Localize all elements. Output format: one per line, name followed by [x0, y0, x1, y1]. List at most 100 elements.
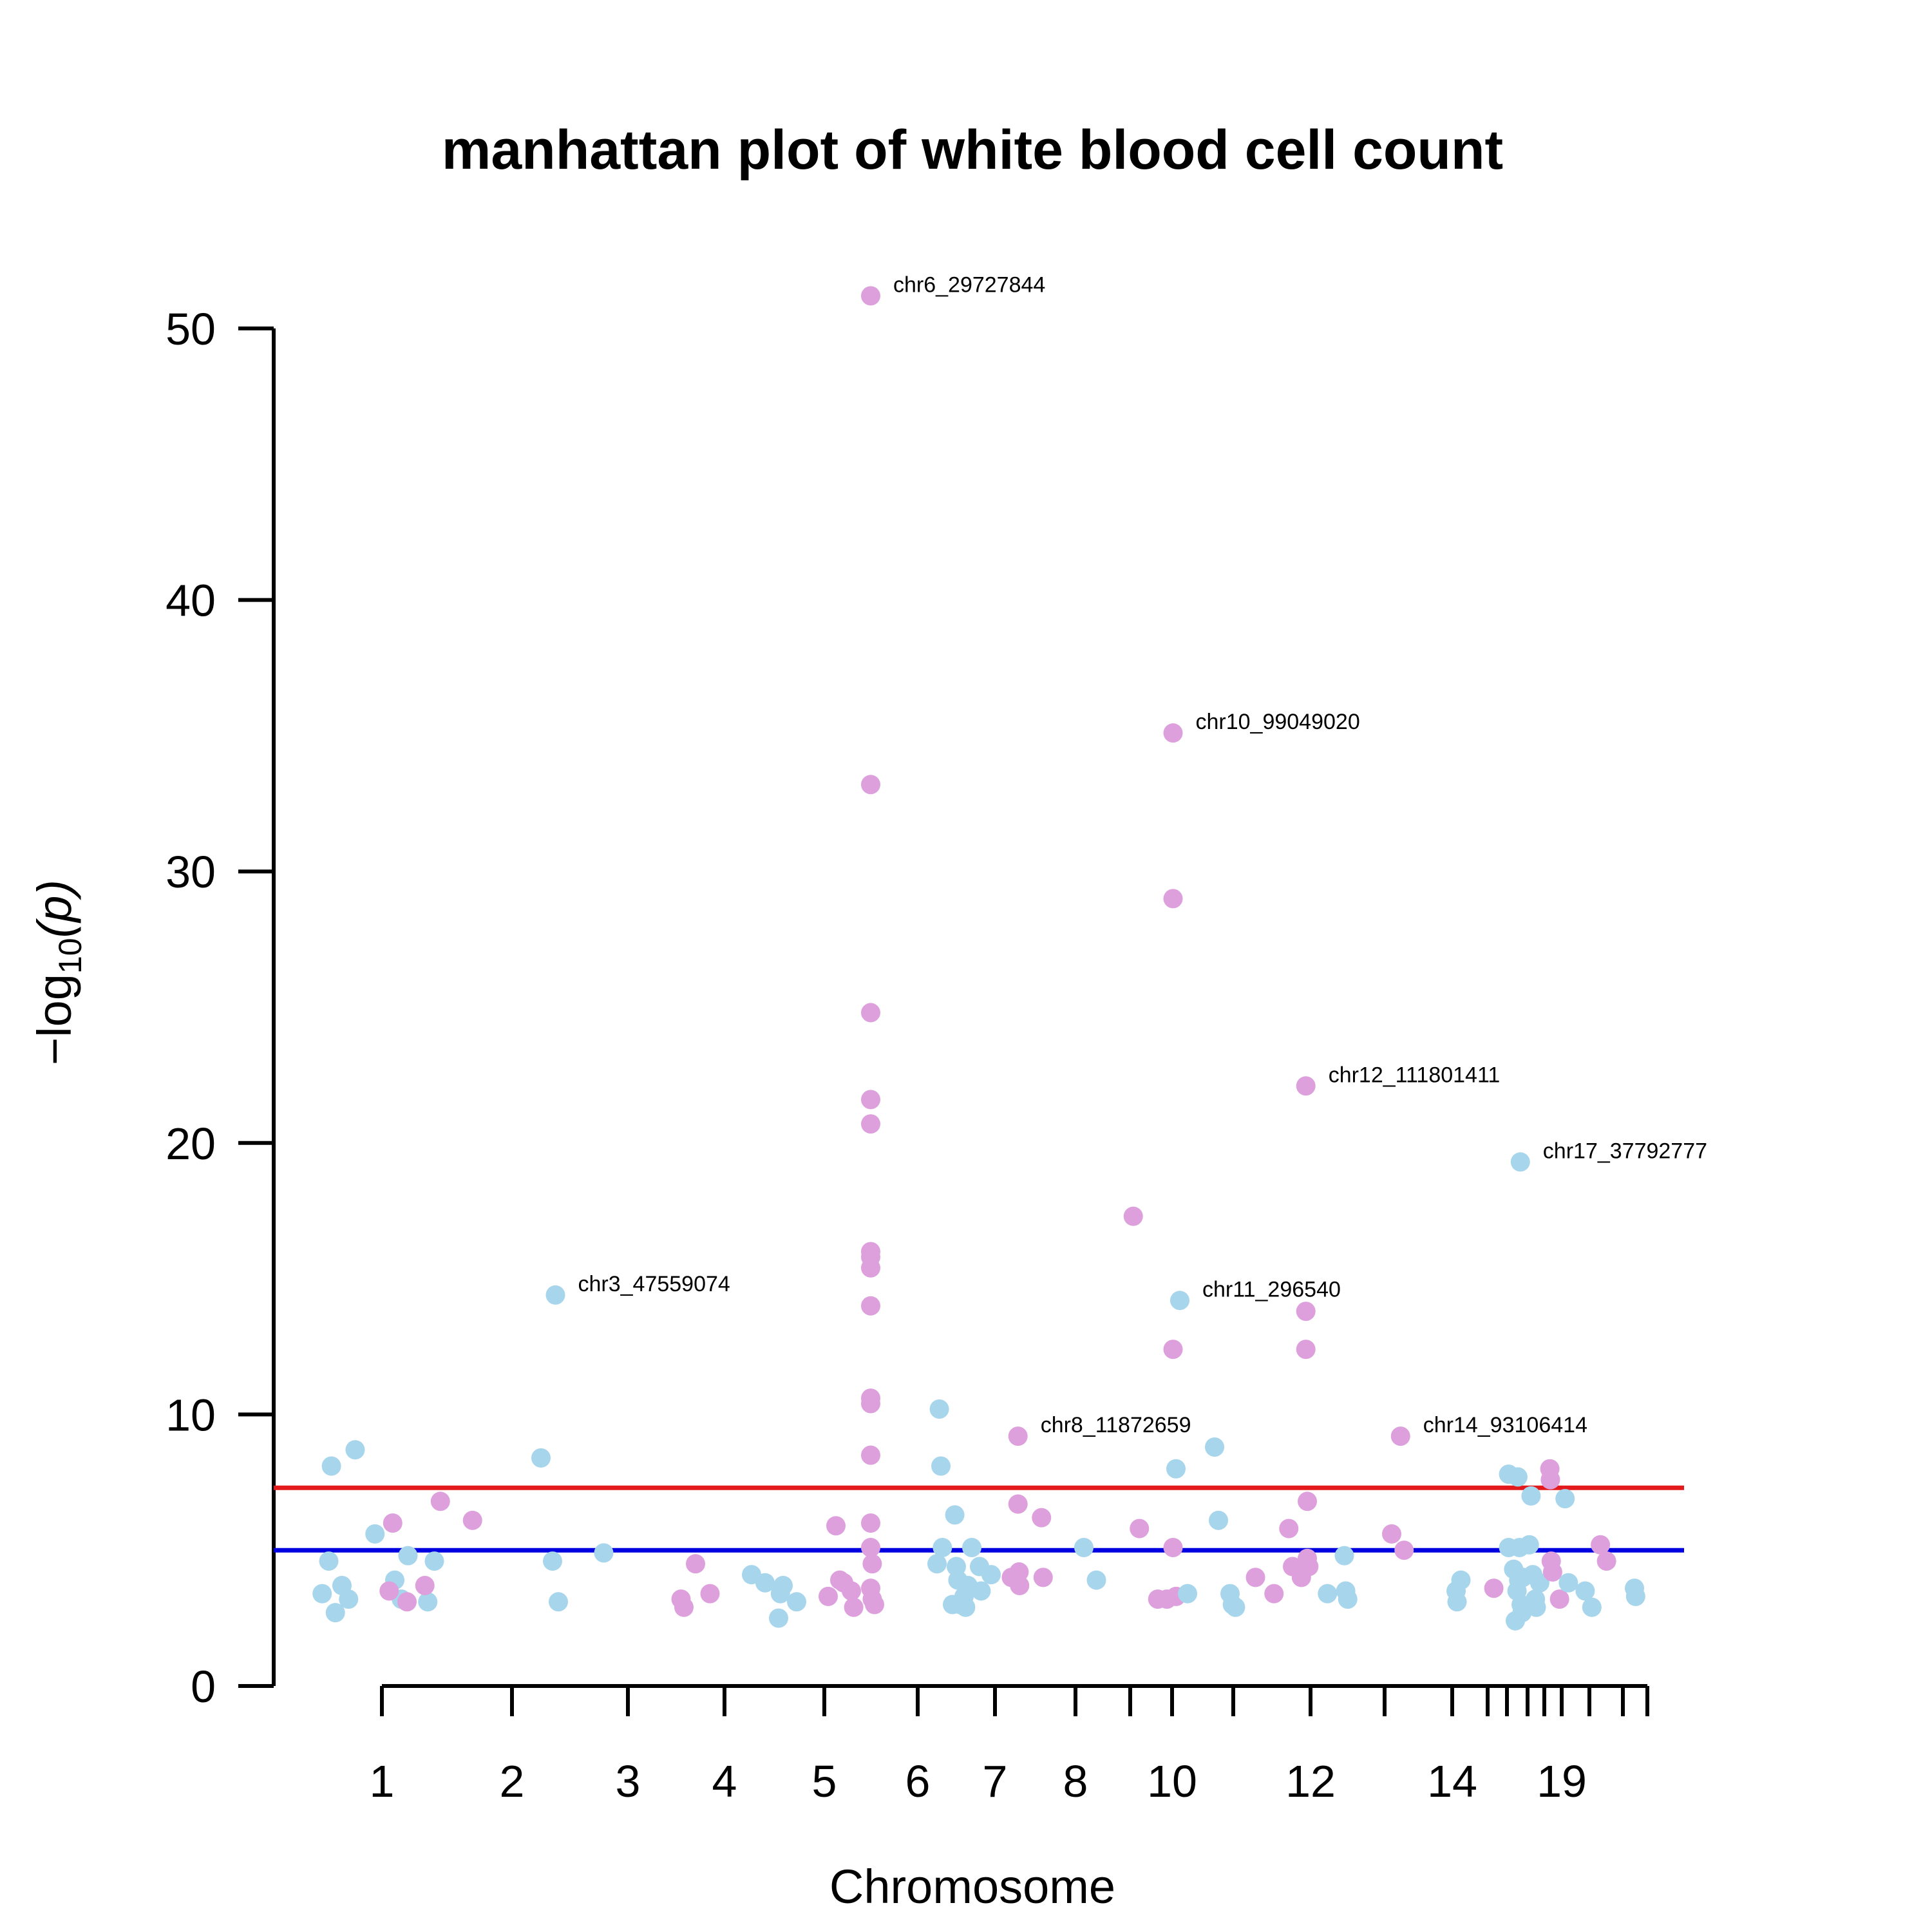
snp-point	[1226, 1597, 1245, 1617]
snp-annotation-label: chr8_11872659	[1041, 1413, 1191, 1437]
chart-title: manhattan plot of white blood cell count	[442, 119, 1503, 181]
snp-point	[1526, 1597, 1546, 1617]
snp-point	[844, 1597, 864, 1617]
snp-point	[1510, 1152, 1530, 1172]
snp-point	[861, 1394, 880, 1414]
snp-point	[819, 1586, 838, 1606]
snp-point	[383, 1513, 402, 1533]
snp-point	[700, 1584, 720, 1604]
snp-point	[415, 1576, 435, 1596]
snp-point	[325, 1603, 345, 1623]
snp-point	[1558, 1573, 1578, 1593]
snp-point	[397, 1592, 417, 1612]
snp-point	[531, 1448, 551, 1468]
snp-point	[1318, 1584, 1338, 1604]
snp-point	[861, 1537, 880, 1557]
snp-point	[1074, 1537, 1094, 1557]
snp-point	[1298, 1492, 1317, 1511]
x-tick-label: 8	[1063, 1756, 1088, 1806]
snp-point	[1205, 1437, 1224, 1457]
y-axis-label-var: (p)	[28, 880, 81, 938]
snp-point	[787, 1592, 806, 1612]
snp-point	[1530, 1573, 1549, 1593]
x-tick-label: 3	[616, 1756, 641, 1806]
x-tick-label: 6	[905, 1756, 931, 1806]
snp-point	[1086, 1570, 1106, 1590]
snp-annotation-label: chr17_37792777	[1543, 1139, 1707, 1163]
snp-point	[594, 1543, 614, 1563]
snp-point	[1209, 1510, 1228, 1530]
snp-point	[1178, 1584, 1197, 1604]
snp-point	[861, 775, 880, 795]
snp-point	[462, 1510, 482, 1530]
x-tick-label: 12	[1285, 1756, 1336, 1806]
snp-point	[1575, 1581, 1595, 1601]
snp-point	[1591, 1535, 1611, 1555]
snp-point	[1549, 1589, 1569, 1609]
x-tick-label: 10	[1147, 1756, 1197, 1806]
snp-point	[545, 1285, 565, 1305]
x-tick-label: 7	[983, 1756, 1008, 1806]
x-axis: 1 2 3 4 5 6 7 8 10 12 14 19	[370, 1684, 1649, 1806]
snp-point	[927, 1554, 947, 1574]
snp-point	[365, 1524, 385, 1544]
snp-point	[1625, 1586, 1645, 1606]
snp-point	[379, 1581, 399, 1601]
snp-point	[1296, 1340, 1316, 1359]
snp-point	[1008, 1494, 1028, 1514]
snp-point	[398, 1546, 418, 1566]
y-axis-label-subscript: 10	[52, 938, 88, 974]
snp-point	[981, 1565, 1001, 1585]
snp-point	[773, 1576, 793, 1596]
snp-point	[418, 1592, 438, 1612]
threshold-lines	[274, 1485, 1684, 1553]
snp-point	[929, 1399, 949, 1419]
data-points	[312, 286, 1645, 1631]
snp-annotation-label: chr14_93106414	[1423, 1413, 1587, 1437]
y-axis-label-prefix: −log	[28, 974, 81, 1065]
snp-point	[424, 1551, 444, 1571]
snp-point	[674, 1597, 694, 1617]
snp-point	[1484, 1578, 1504, 1598]
snp-point	[1334, 1546, 1354, 1566]
snp-point	[1008, 1426, 1028, 1446]
x-tick-label: 1	[370, 1756, 395, 1806]
snp-point	[339, 1589, 359, 1609]
snp-point	[1451, 1570, 1471, 1590]
snp-point	[1299, 1557, 1319, 1577]
x-tick-label: 5	[812, 1756, 837, 1806]
x-tick-label: 19	[1537, 1756, 1587, 1806]
snp-point	[842, 1581, 861, 1601]
snp-point	[1542, 1562, 1562, 1582]
snp-point	[1596, 1551, 1616, 1571]
snp-point	[1540, 1470, 1560, 1490]
snp-point	[962, 1537, 981, 1557]
y-tick-label: 40	[166, 576, 216, 626]
snp-point	[826, 1516, 846, 1536]
snp-point	[1390, 1426, 1410, 1446]
snp-point	[1264, 1584, 1284, 1604]
x-axis-label: Chromosome	[829, 1860, 1115, 1913]
y-axis: 0 10 20 30 40 50	[166, 304, 276, 1712]
snp-point	[1279, 1519, 1299, 1539]
snp-point	[312, 1584, 332, 1604]
snp-point	[1032, 1508, 1052, 1528]
snp-point	[933, 1537, 952, 1557]
annotations: chr6_29727844 chr10_99049020 chr12_1118014…	[578, 272, 1708, 1437]
snp-point	[769, 1608, 788, 1628]
snp-point	[861, 1258, 880, 1278]
snp-point	[321, 1456, 341, 1476]
snp-point	[1009, 1562, 1029, 1582]
snp-point	[1033, 1567, 1053, 1587]
y-axis-label: −log10(p)	[28, 880, 88, 1065]
snp-point	[1245, 1567, 1265, 1587]
snp-point	[971, 1581, 991, 1601]
snp-annotation-label: chr6_29727844	[893, 272, 1045, 297]
snp-annotation-label: chr11_296540	[1202, 1277, 1341, 1302]
snp-point	[1519, 1535, 1539, 1555]
y-tick-label: 20	[166, 1119, 216, 1169]
y-tick-label: 30	[166, 847, 216, 897]
snp-point	[931, 1456, 951, 1476]
snp-point	[956, 1597, 976, 1617]
